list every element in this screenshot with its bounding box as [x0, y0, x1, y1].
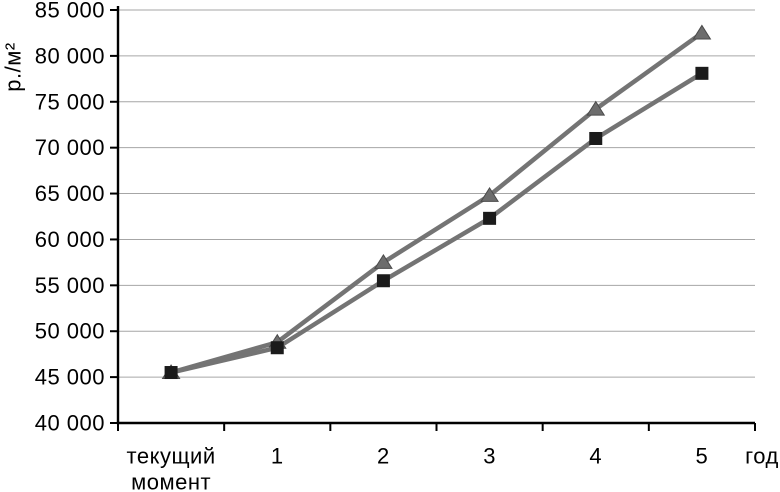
y-tick-label: 45 000	[35, 365, 105, 390]
y-tick-label: 85 000	[35, 0, 105, 23]
square-marker	[376, 274, 390, 288]
x-tick-label: 2	[377, 444, 390, 469]
y-tick-label: 80 000	[35, 43, 105, 68]
square-marker	[270, 341, 284, 355]
square-marker	[164, 366, 178, 380]
series-triangle-line	[168, 30, 705, 375]
x-tick-label: текущий	[127, 444, 216, 469]
x-tick-label: 1	[271, 444, 284, 469]
y-tick-label: 40 000	[35, 411, 105, 436]
x-tick-label: 4	[589, 444, 602, 469]
x-tick-label: 3	[483, 444, 496, 469]
triangle-marker	[692, 24, 712, 40]
y-tick-label: 70 000	[35, 135, 105, 160]
y-tick-label: 65 000	[35, 181, 105, 206]
square-marker	[695, 66, 709, 80]
square-marker	[483, 211, 497, 225]
y-axis-title: р./м²	[1, 42, 26, 91]
triangle-marker	[480, 186, 499, 202]
triangle-marker	[586, 100, 606, 116]
triangle-marker	[374, 253, 393, 269]
x-tick-label: момент	[131, 470, 211, 492]
square-marker	[589, 131, 603, 145]
y-tick-label: 60 000	[35, 227, 105, 252]
series-square-line	[168, 71, 705, 375]
y-tick-label: 55 000	[35, 273, 105, 298]
x-tick-label: 5	[696, 444, 709, 469]
y-tick-label: 50 000	[35, 319, 105, 344]
y-tick-label: 75 000	[35, 89, 105, 114]
x-axis-title: год	[745, 444, 779, 469]
